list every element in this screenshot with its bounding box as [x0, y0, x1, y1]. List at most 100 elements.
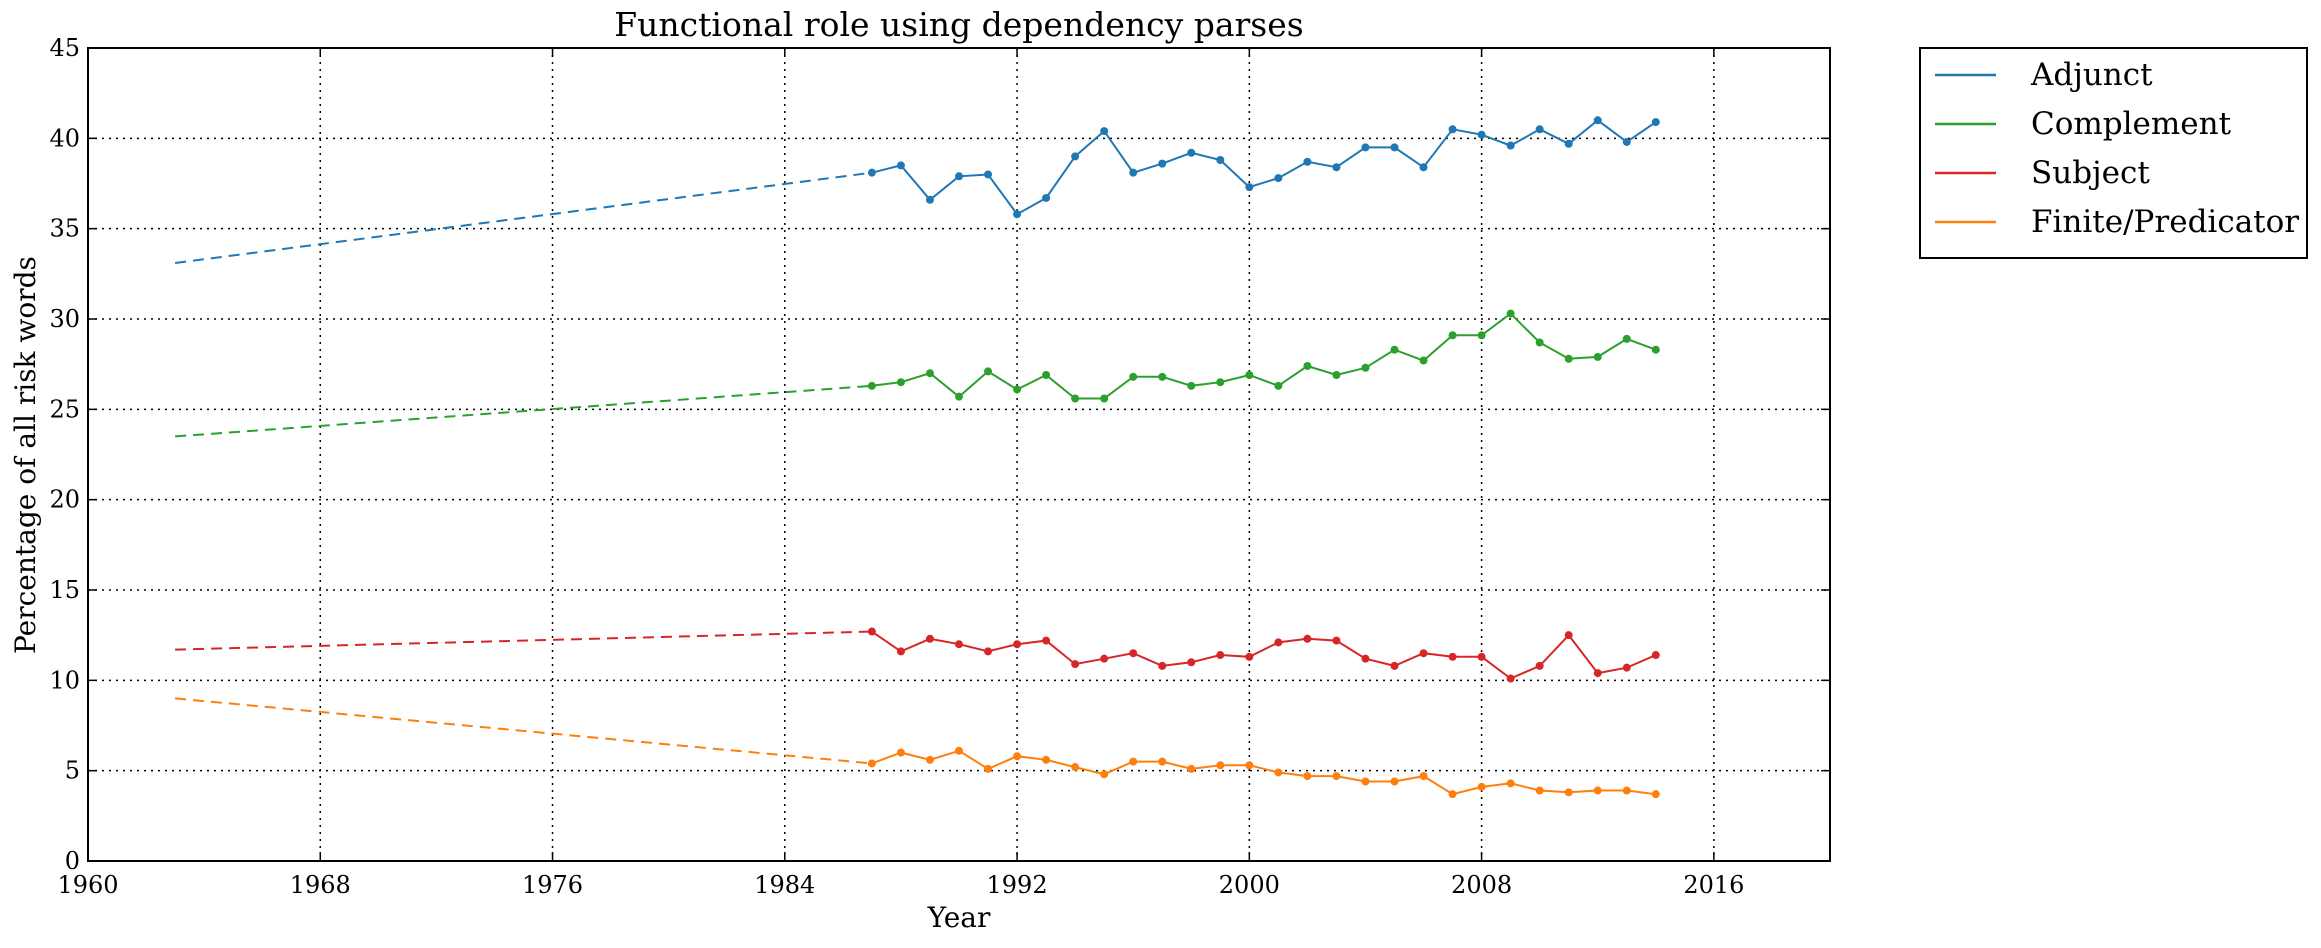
legend-label-finite-predicator: Finite/Predicator: [2031, 204, 2299, 240]
x-axis: 1960 1968 1976 1984 1992 2000 2008 2016: [57, 48, 1744, 899]
series-finite-predicator-point: [1477, 782, 1486, 791]
series-complement-point: [1361, 363, 1370, 372]
series-finite-predicator-trend-line: [175, 697, 872, 765]
legend: Adjunct Complement Subject Finite/Predicato…: [1919, 47, 2308, 259]
series-complement-point: [867, 381, 876, 390]
series-finite-predicator-point: [1622, 786, 1631, 795]
series-finite-predicator-point: [984, 764, 993, 773]
series-finite-predicator-point: [896, 748, 905, 757]
series-subject: [175, 627, 1660, 683]
series-complement-point: [1129, 372, 1138, 381]
series-finite-predicator-point: [955, 746, 963, 755]
series-subject-point: [1071, 660, 1080, 669]
series-subject-point: [1129, 649, 1138, 658]
series-finite-predicator-point: [925, 755, 934, 764]
series-finite-predicator-point: [1274, 768, 1283, 777]
series-adjunct-point: [1129, 168, 1138, 177]
series-subject-point: [1100, 654, 1109, 663]
y-tick-label: 30: [49, 305, 80, 333]
legend-label-subject: Subject: [2031, 155, 2150, 191]
series-finite-predicator-point: [1042, 755, 1051, 764]
series-complement-line: [871, 312, 1657, 400]
series-finite-predicator-point: [1216, 761, 1225, 770]
series-adjunct-point: [1477, 130, 1486, 139]
series-adjunct-point: [1593, 116, 1602, 125]
y-tick-label: 40: [49, 124, 80, 152]
series-adjunct-point: [1100, 127, 1109, 136]
series-finite-predicator-point: [1013, 752, 1022, 761]
y-tick-label: 0: [65, 847, 80, 875]
series-complement-point: [1390, 345, 1399, 354]
y-tick-label: 10: [49, 666, 80, 694]
series-layer: [174, 116, 1660, 799]
series-subject-point: [1187, 658, 1196, 667]
series-complement-point: [1535, 338, 1544, 347]
series-adjunct-point: [1448, 125, 1457, 134]
series-complement-point: [1042, 371, 1051, 380]
series-subject-point: [984, 647, 993, 656]
series-complement-point: [1506, 309, 1515, 318]
series-finite-predicator-point: [867, 759, 876, 768]
series-subject-point: [1245, 652, 1254, 661]
series-finite-predicator: [175, 697, 1660, 799]
series-subject-point: [1274, 638, 1283, 647]
series-complement-point: [1100, 394, 1109, 403]
series-complement-point: [1332, 371, 1341, 380]
series-complement-point: [1187, 381, 1196, 390]
series-complement-point: [1071, 394, 1080, 403]
series-subject-point: [1361, 654, 1370, 663]
series-finite-predicator-point: [1593, 786, 1602, 795]
series-adjunct-point: [1071, 152, 1080, 161]
series-complement-point: [1013, 385, 1022, 394]
series-adjunct-line: [871, 119, 1657, 216]
series-finite-predicator-point: [1129, 757, 1138, 766]
series-subject-point: [896, 647, 905, 656]
series-subject-line: [871, 630, 1657, 680]
y-axis: 0 5 10 15 20 25 30 35 40 45: [49, 34, 1830, 875]
series-subject-point: [1042, 636, 1051, 645]
legend-label-complement: Complement: [2031, 106, 2232, 142]
series-complement-point: [1622, 334, 1631, 343]
y-tick-label: 15: [49, 576, 80, 604]
series-complement-point: [984, 367, 993, 376]
plot-frame: [87, 47, 1831, 862]
series-finite-predicator-point: [1361, 777, 1370, 786]
series-subject-point: [1419, 649, 1428, 658]
series-finite-predicator-point: [1245, 761, 1254, 770]
series-subject-point: [1448, 652, 1457, 661]
series-subject-point: [955, 640, 963, 649]
series-adjunct-point: [1187, 148, 1196, 157]
series-adjunct-point: [1274, 174, 1283, 183]
series-subject-point: [925, 634, 934, 643]
series-complement: [175, 309, 1660, 438]
series-adjunct-point: [1419, 163, 1428, 172]
series-adjunct-point: [1564, 139, 1573, 148]
series-complement-point: [1564, 354, 1573, 363]
series-adjunct-point: [867, 168, 876, 177]
series-complement-point: [1216, 378, 1225, 387]
y-tick-label: 5: [65, 757, 80, 785]
y-tick-label: 25: [49, 395, 80, 423]
series-adjunct-point: [1390, 143, 1399, 152]
series-adjunct-point: [1622, 137, 1631, 146]
x-tick-label: 1976: [522, 871, 583, 899]
series-finite-predicator-point: [1158, 757, 1167, 766]
series-finite-predicator-point: [1419, 772, 1428, 781]
grid: [88, 48, 1830, 861]
series-finite-predicator-point: [1100, 770, 1109, 779]
series-finite-predicator-point: [1332, 772, 1341, 781]
series-subject-point: [1535, 661, 1544, 670]
series-subject-point: [1622, 663, 1631, 672]
series-finite-predicator-point: [1564, 788, 1573, 797]
series-adjunct-point: [1506, 141, 1515, 150]
series-subject-point: [1564, 631, 1573, 640]
x-tick-label: 2008: [1451, 871, 1512, 899]
series-subject-point: [1651, 651, 1660, 660]
series-subject-point: [1506, 674, 1515, 683]
x-tick-label: 1968: [290, 871, 351, 899]
series-finite-predicator-point: [1651, 790, 1660, 799]
series-finite-predicator-point: [1303, 772, 1312, 781]
y-axis-label: Percentage of all risk words: [9, 256, 42, 654]
series-adjunct-point: [925, 195, 934, 204]
